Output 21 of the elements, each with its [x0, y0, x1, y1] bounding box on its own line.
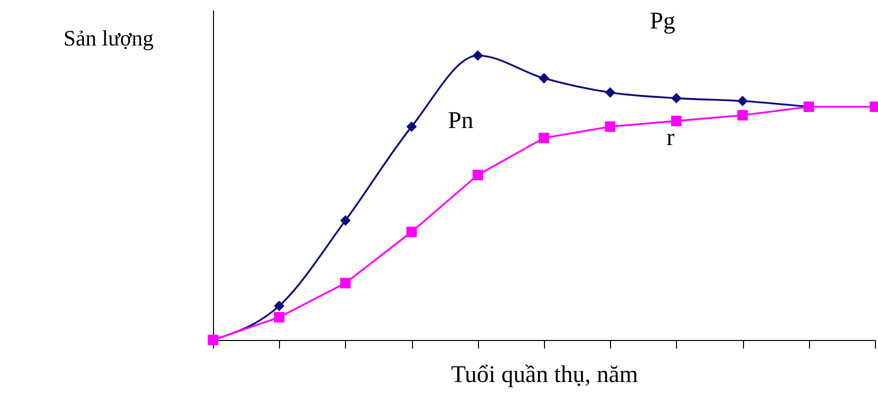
point [472, 170, 484, 180]
point [406, 121, 417, 132]
point [737, 110, 748, 121]
point [737, 96, 748, 106]
text: Pg [650, 8, 676, 34]
series-label: Pn [448, 108, 474, 134]
point [340, 278, 351, 288]
point [604, 121, 616, 132]
point [671, 92, 682, 104]
y-axis-title: Sản lượng [64, 26, 154, 50]
series-label: r [666, 125, 674, 152]
point [538, 73, 550, 84]
point [604, 87, 616, 98]
point [274, 312, 284, 322]
point [274, 300, 284, 312]
point [406, 226, 417, 238]
point [340, 215, 351, 226]
point [671, 116, 682, 126]
x-axis-title: Tuổi quần thụ, năm [450, 362, 638, 388]
point [538, 132, 550, 144]
point [472, 50, 484, 61]
